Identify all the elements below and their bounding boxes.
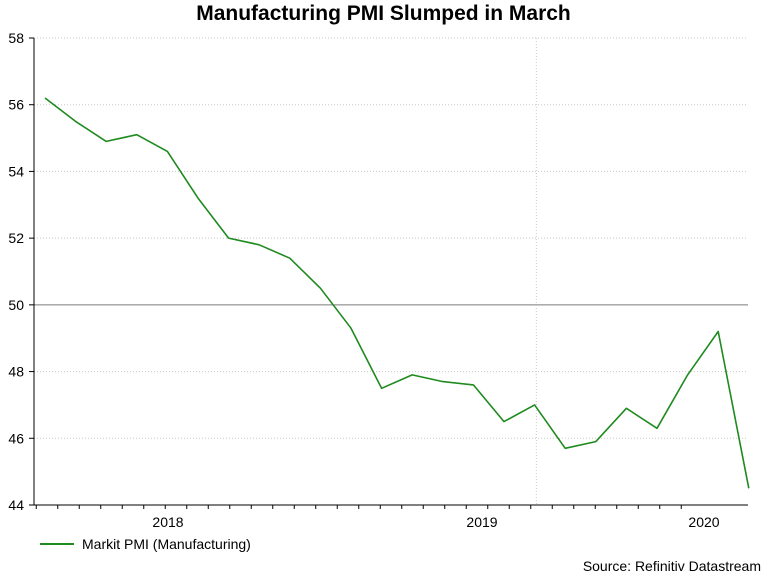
chart-title: Manufacturing PMI Slumped in March <box>196 2 571 25</box>
y-tick-label: 50 <box>8 297 24 313</box>
y-tick-label: 58 <box>8 30 24 46</box>
y-tick-label: 44 <box>8 497 24 513</box>
chart-plot: 44 46 48 50 52 54 56 58 2018 2019 2020 <box>8 30 750 530</box>
y-tick-label: 52 <box>8 230 24 246</box>
legend-label: Markit PMI (Manufacturing) <box>82 536 251 552</box>
series-line <box>44 97 750 489</box>
y-tick-label: 54 <box>8 163 24 179</box>
x-year-label: 2019 <box>466 514 497 530</box>
line-layer <box>44 97 750 489</box>
x-year-label: 2018 <box>152 514 183 530</box>
source-note: Source: Refinitiv Datastream <box>582 558 761 574</box>
label-layer: 44 46 48 50 52 54 56 58 2018 2019 2020 <box>8 30 719 530</box>
x-year-label: 2020 <box>688 514 719 530</box>
legend-swatch <box>40 543 74 545</box>
legend: Markit PMI (Manufacturing) <box>40 536 251 552</box>
y-tick-label: 56 <box>8 97 24 113</box>
axis-layer <box>29 37 748 509</box>
y-tick-label: 46 <box>8 430 24 446</box>
grid-layer <box>34 37 748 505</box>
y-tick-label: 48 <box>8 364 24 380</box>
